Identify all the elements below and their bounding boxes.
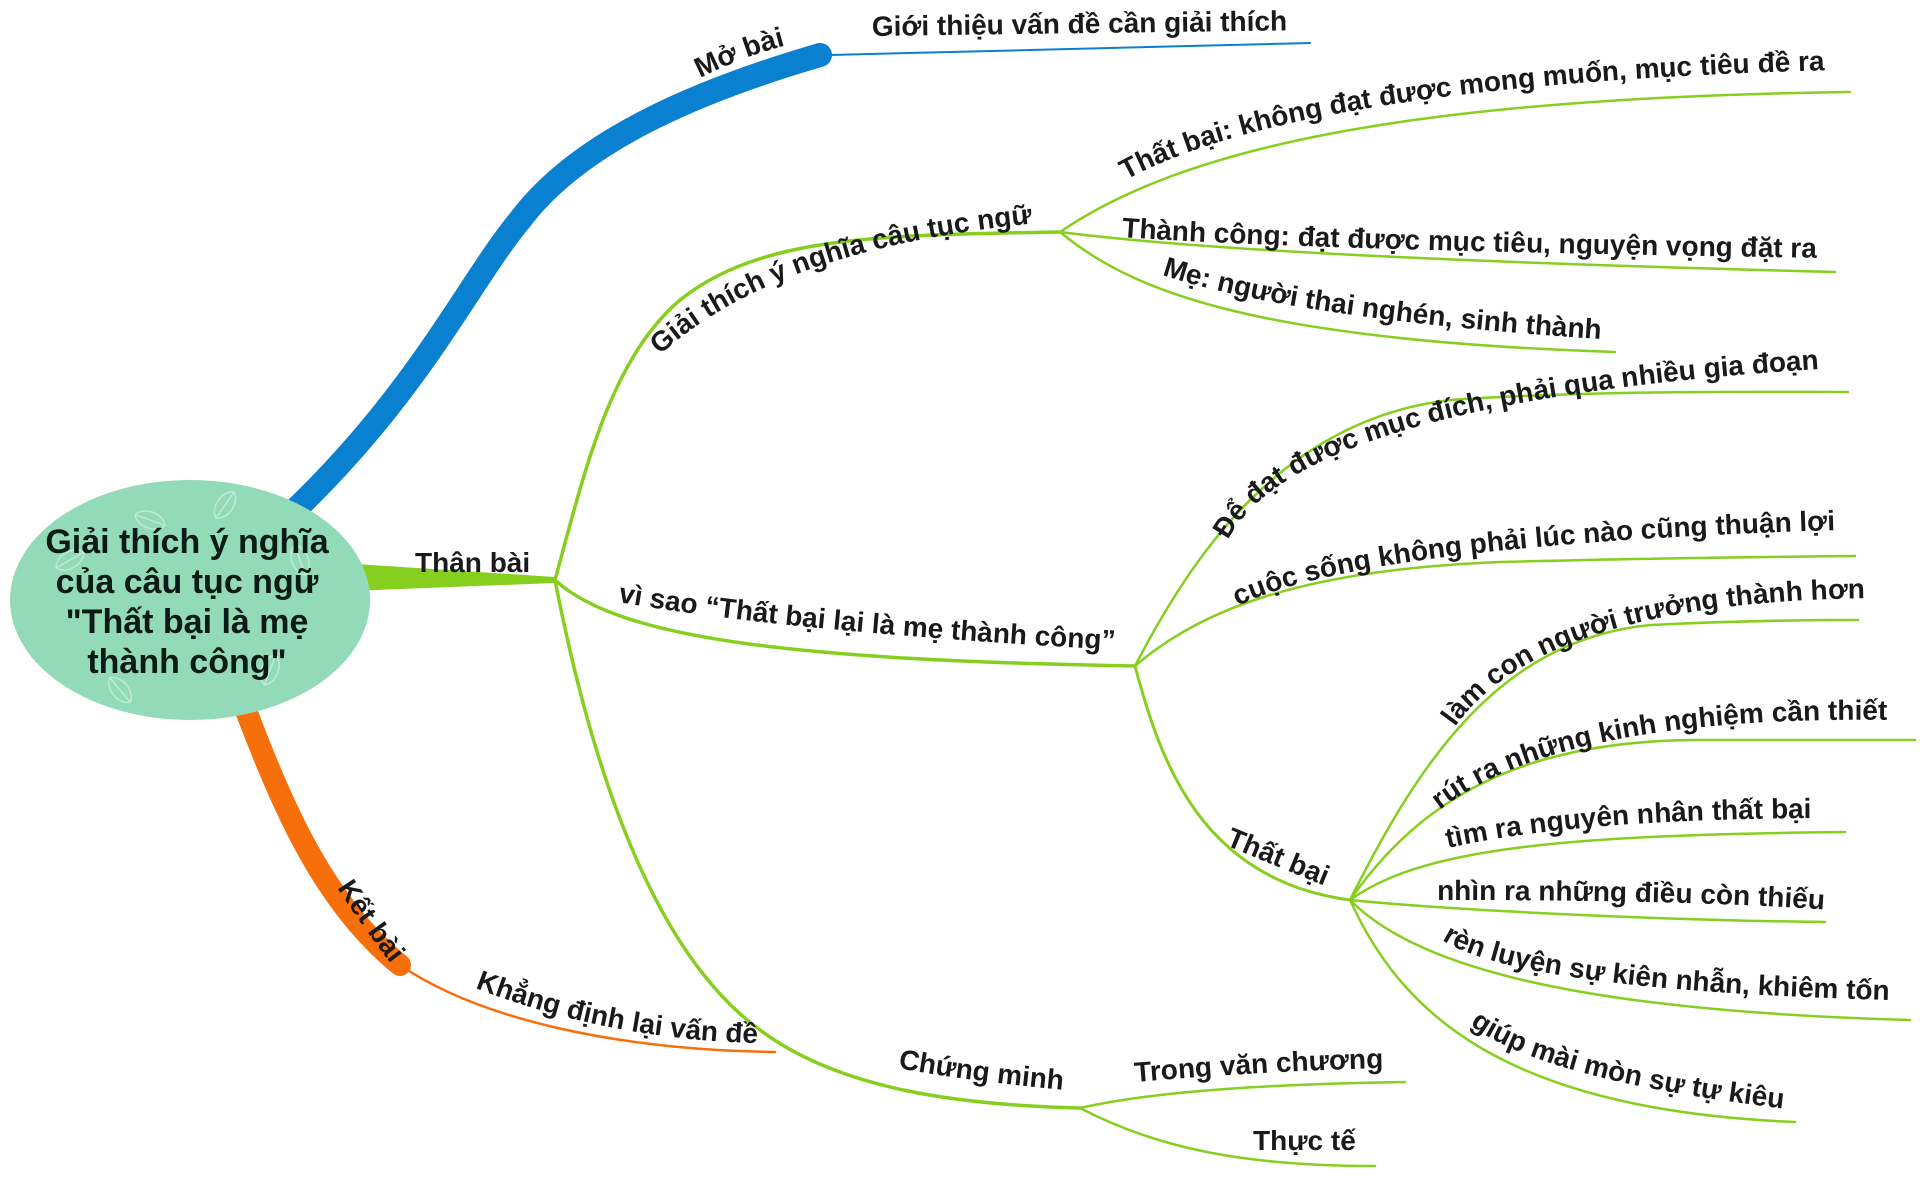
connector-nhin-ra [1348,898,1827,924]
connector-mo-bai-thin [819,42,1311,56]
branch-mo-bai [283,42,1311,522]
root-title-line-1: Giải thích ý nghĩa [45,523,329,561]
node-that-bai-def-label: Thất bại: không đạt được mong muốn, mục … [1114,45,1825,185]
root-title-line-2: của câu tục ngữ [56,563,319,601]
node-me-def-label: Mẹ: người thai nghén, sinh thành [1160,251,1603,345]
node-rut-ra[interactable]: rút ra những kinh nghiệm cần thiết [1425,695,1888,815]
root-node[interactable]: Giải thích ý nghĩa của câu tục ngữ "Thất… [10,480,370,720]
node-me-def[interactable]: Mẹ: người thai nghén, sinh thành [1160,251,1603,345]
connector-ket-bai-thin [398,963,777,1054]
connector-than-bai [325,562,555,592]
node-thanh-cong-def-label: Thành công: đạt được mục tiêu, nguyện vọ… [1121,212,1817,264]
root-title-line-4: thành công" [87,643,286,681]
node-that-bai-def[interactable]: Thất bại: không đạt được mong muốn, mục … [1114,45,1825,185]
node-vi-sao[interactable]: vì sao “Thất bại lại là mẹ thành công” [617,577,1116,655]
root-title-line-3: "Thất bại là mẹ [66,603,309,641]
node-trong-van-label: Trong văn chương [1133,1043,1384,1088]
node-giai-thich[interactable]: Giải thích ý nghĩa câu tục ngữ [644,199,1034,360]
connector-giai-thich [553,230,1062,582]
node-than-bai[interactable]: Thân bài [415,547,530,578]
connector-tim-ra [1348,830,1847,902]
node-giup-mai-label: giúp mài mòn sự tự kiêu [1467,1004,1787,1114]
connector-trong-van [1078,1080,1407,1110]
connector-ket-bai [229,684,411,976]
node-ren-luyen-label: rèn luyện sự kiên nhẫn, khiêm tốn [1439,918,1890,1006]
node-tim-ra-label: tìm ra nguyên nhân thất bại [1442,793,1811,854]
node-khang-dinh[interactable]: Khẳng định lại vấn đề [473,965,759,1049]
connector-lam-con [1348,618,1860,902]
node-thuc-te[interactable]: Thực tế [1253,1125,1356,1156]
connector-thanh-cong-def [1058,230,1837,274]
connector-mo-bai [283,43,832,522]
node-giup-mai[interactable]: giúp mài mòn sự tự kiêu [1467,1004,1787,1114]
node-ren-luyen[interactable]: rèn luyện sự kiên nhẫn, khiêm tốn [1439,918,1890,1006]
connector-me-def [1058,230,1617,354]
connector-that-bai-2 [1133,664,1352,902]
connector-ren-luyen [1348,898,1912,1022]
node-thanh-cong-def[interactable]: Thành công: đạt được mục tiêu, nguyện vọ… [1121,212,1817,264]
connector-thuc-te [1078,1106,1377,1168]
node-rut-ra-label: rút ra những kinh nghiệm cần thiết [1425,695,1888,815]
connector-chung-minh [553,578,1082,1110]
branch-than-bai [325,90,1917,1168]
node-trong-van[interactable]: Trong văn chương [1133,1043,1384,1088]
branch-ket-bai [229,684,777,1054]
node-chung-minh-label: Chứng minh [897,1043,1066,1095]
connector-that-bai-def [1058,90,1852,234]
connector-rut-ra [1348,738,1917,902]
connector-giup-mai [1348,898,1797,1124]
connector-vi-sao [553,578,1137,668]
connector-de-dat [1133,390,1850,668]
node-thuc-te-label: Thực tế [1253,1125,1356,1156]
root-ellipse [10,480,370,720]
node-gioi-thieu[interactable]: Giới thiệu vấn đề cần giải thích [872,5,1288,42]
node-vi-sao-label: vì sao “Thất bại lại là mẹ thành công” [617,577,1116,655]
node-giai-thich-label: Giải thích ý nghĩa câu tục ngữ [644,199,1034,360]
node-gioi-thieu-label: Giới thiệu vấn đề cần giải thích [872,5,1288,42]
node-chung-minh[interactable]: Chứng minh [897,1043,1066,1095]
connector-cuoc-song [1133,554,1857,668]
node-khang-dinh-label: Khẳng định lại vấn đề [473,965,759,1049]
node-tim-ra[interactable]: tìm ra nguyên nhân thất bại [1442,793,1811,854]
node-than-bai-label: Thân bài [415,547,530,578]
